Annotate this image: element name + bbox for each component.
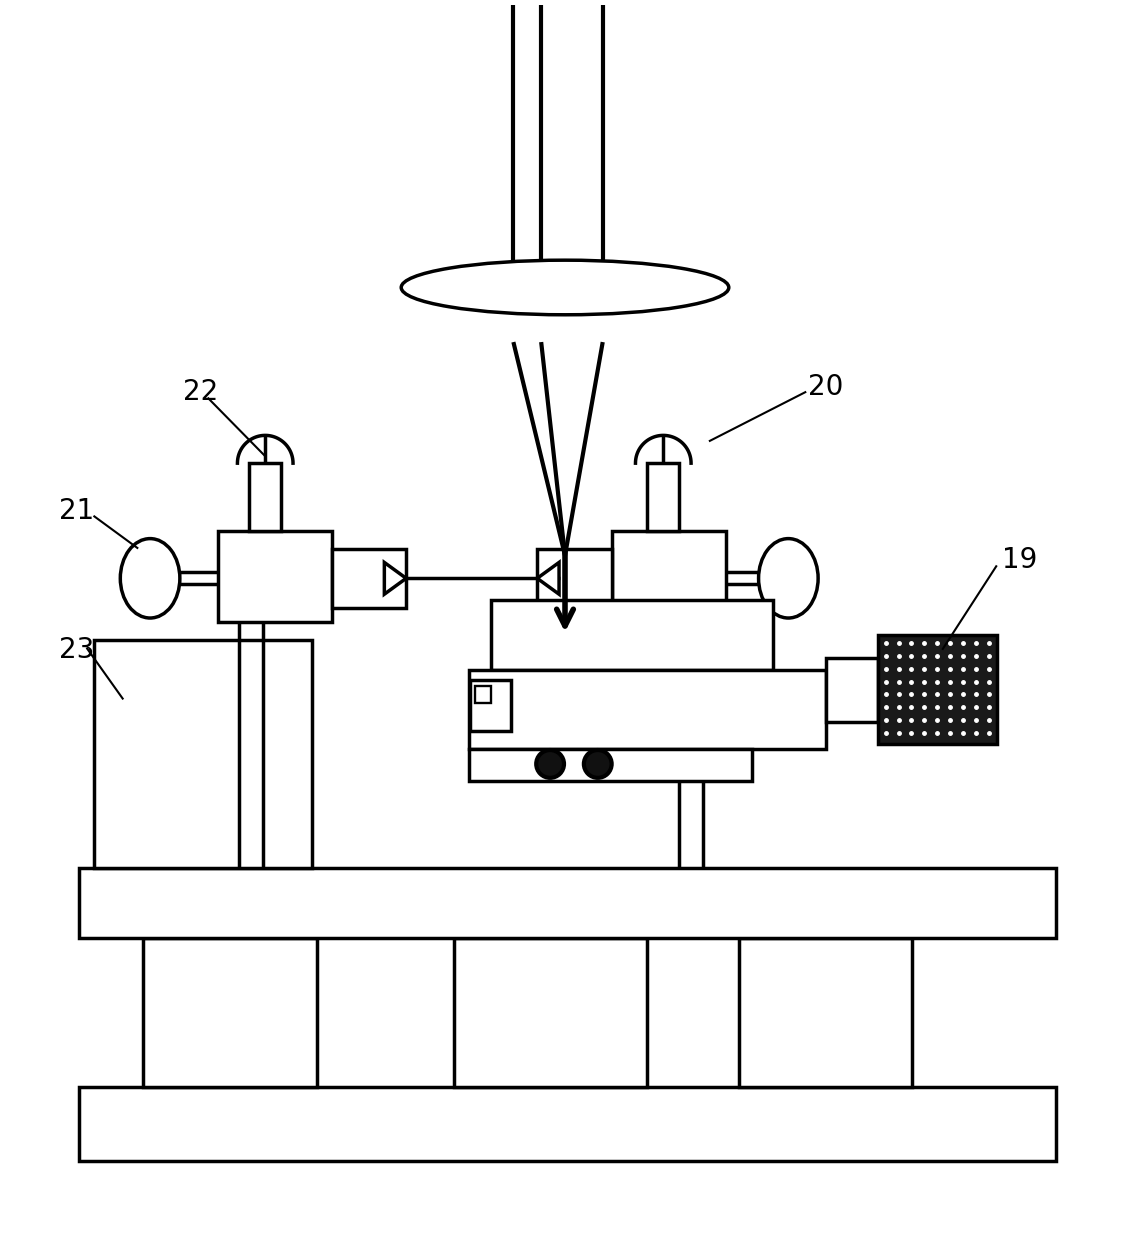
Bar: [739, 938, 913, 1087]
Bar: [217, 530, 331, 622]
Bar: [537, 549, 612, 609]
Ellipse shape: [402, 260, 728, 314]
Bar: [475, 686, 491, 703]
Bar: [469, 679, 511, 732]
Text: 22: 22: [183, 378, 218, 406]
Bar: [454, 938, 647, 1087]
Bar: [79, 868, 1056, 938]
Bar: [647, 463, 679, 530]
Bar: [468, 669, 826, 749]
Text: 21: 21: [59, 497, 94, 525]
Ellipse shape: [120, 539, 180, 619]
Polygon shape: [385, 563, 406, 594]
Ellipse shape: [759, 539, 818, 619]
Bar: [94, 640, 312, 868]
Bar: [79, 1087, 1056, 1161]
Bar: [144, 938, 317, 1087]
Bar: [331, 549, 406, 609]
Bar: [468, 749, 752, 781]
Text: 20: 20: [809, 373, 844, 401]
Circle shape: [584, 750, 612, 777]
Polygon shape: [537, 563, 559, 594]
Circle shape: [536, 750, 564, 777]
Text: 23: 23: [59, 636, 94, 663]
Bar: [249, 463, 282, 530]
Bar: [826, 658, 878, 723]
Bar: [878, 635, 996, 744]
Text: 19: 19: [1002, 546, 1037, 575]
Bar: [491, 600, 774, 669]
Bar: [612, 530, 726, 622]
